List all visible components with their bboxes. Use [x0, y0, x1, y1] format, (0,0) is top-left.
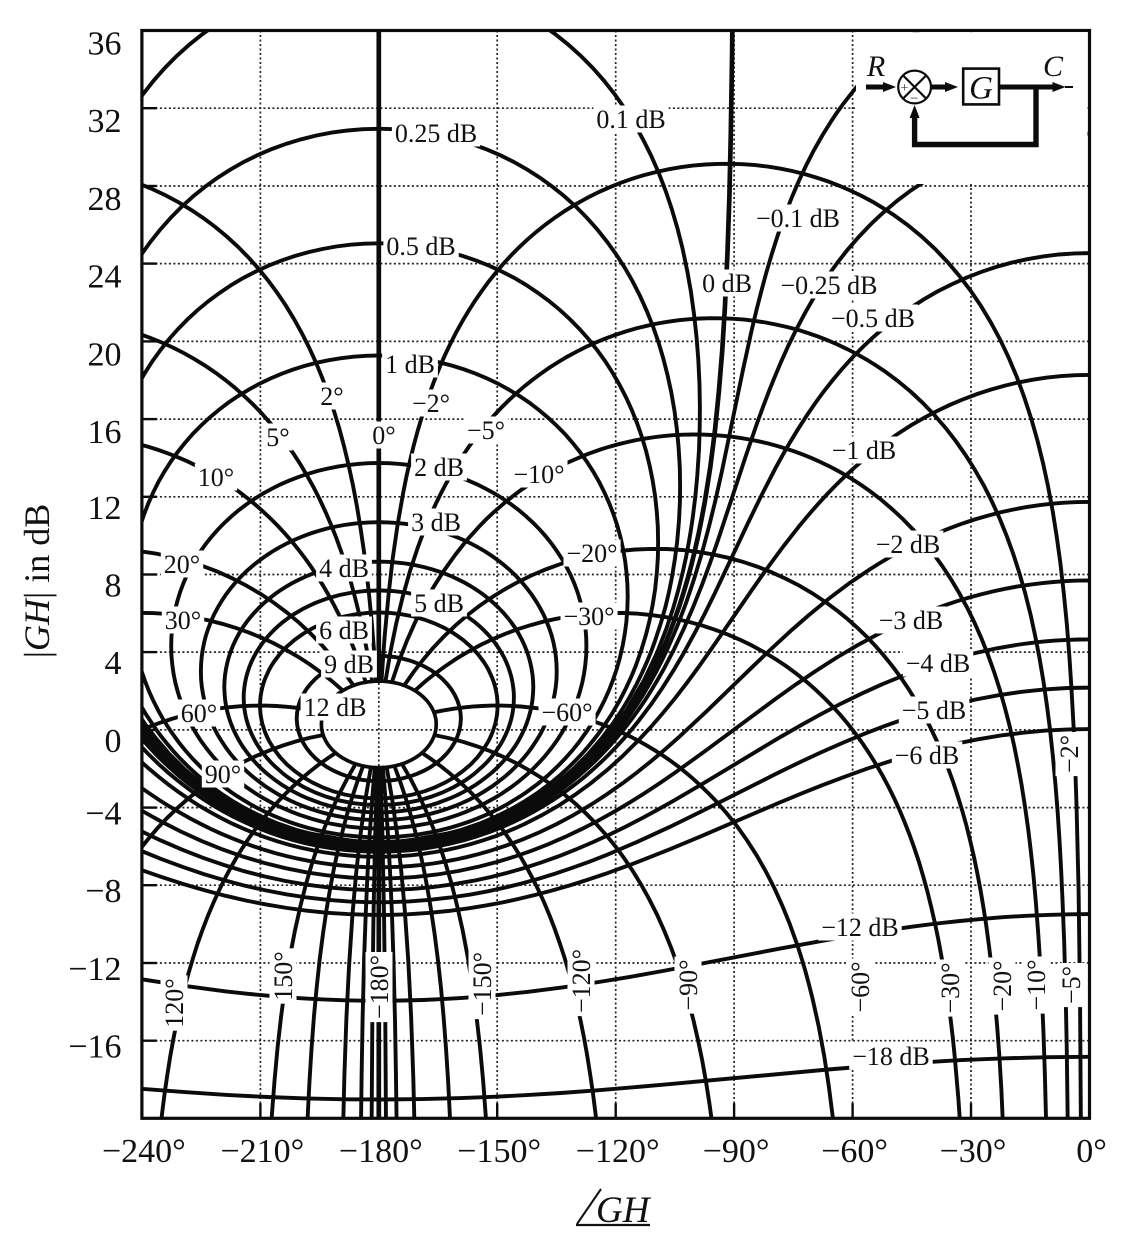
svg-text:−10°: −10°	[1022, 959, 1051, 1010]
svg-text:8: 8	[105, 568, 122, 605]
svg-text:−18 dB: −18 dB	[852, 1042, 930, 1071]
svg-text:−0.1 dB: −0.1 dB	[756, 204, 840, 233]
svg-text:−3 dB: −3 dB	[879, 606, 944, 635]
svg-text:−90°: −90°	[674, 959, 703, 1010]
svg-text:0: 0	[105, 723, 122, 760]
svg-text:0.5 dB: 0.5 dB	[386, 232, 455, 261]
svg-text:30°: 30°	[165, 606, 201, 635]
svg-text:−0.5 dB: −0.5 dB	[831, 304, 915, 333]
svg-text:−5°: −5°	[1057, 966, 1086, 1004]
svg-text:2°: 2°	[320, 382, 343, 411]
svg-text:0.25 dB: 0.25 dB	[395, 119, 477, 148]
svg-text:−150°: −150°	[457, 1133, 541, 1170]
svg-text:−240°: −240°	[102, 1133, 186, 1170]
svg-text:28: 28	[88, 181, 122, 218]
svg-text:−8: −8	[85, 873, 121, 910]
svg-text:12: 12	[88, 490, 122, 527]
svg-text:−30°: −30°	[936, 962, 965, 1013]
svg-text:−: −	[910, 91, 918, 107]
svg-text:12 dB: 12 dB	[304, 693, 367, 722]
svg-text:9 dB: 9 dB	[324, 650, 374, 679]
svg-text:−2°: −2°	[1055, 735, 1084, 773]
svg-text:−20°: −20°	[566, 539, 617, 568]
svg-text:−30°: −30°	[940, 1133, 1007, 1170]
svg-text:−12: −12	[68, 951, 121, 988]
svg-text:1 dB: 1 dB	[385, 350, 435, 379]
svg-text:−90°: −90°	[703, 1133, 770, 1170]
svg-text:−4 dB: −4 dB	[906, 649, 971, 678]
svg-text:60°: 60°	[181, 699, 217, 728]
svg-text:−60°: −60°	[821, 1133, 888, 1170]
svg-text:0.1 dB: 0.1 dB	[596, 105, 665, 134]
svg-text:20°: 20°	[164, 550, 200, 579]
svg-text:−120°: −120°	[567, 949, 596, 1013]
svg-text:−12 dB: −12 dB	[821, 913, 899, 942]
svg-text:−30°: −30°	[563, 602, 614, 631]
svg-text:+: +	[901, 81, 909, 96]
svg-text:2 dB: 2 dB	[414, 453, 464, 482]
svg-text:−5 dB: −5 dB	[902, 696, 967, 725]
svg-text:−150°: −150°	[468, 952, 497, 1016]
svg-text:150°: 150°	[269, 951, 298, 1000]
svg-text:−20°: −20°	[988, 960, 1017, 1011]
svg-text:5°: 5°	[266, 423, 289, 452]
svg-text:−0.25 dB: −0.25 dB	[780, 271, 877, 300]
svg-text:−1 dB: −1 dB	[832, 436, 897, 465]
svg-text:4: 4	[105, 645, 122, 682]
svg-text:−210°: −210°	[221, 1133, 305, 1170]
svg-text:−2 dB: −2 dB	[876, 530, 941, 559]
svg-text:6 dB: 6 dB	[319, 616, 369, 645]
svg-text:C: C	[1043, 50, 1064, 83]
svg-text:−120°: −120°	[576, 1133, 660, 1170]
svg-text:36: 36	[88, 26, 122, 63]
svg-text:−5°: −5°	[467, 416, 505, 445]
svg-text:−180°: −180°	[365, 955, 394, 1019]
svg-text:−10°: −10°	[513, 460, 564, 489]
svg-text:−60°: −60°	[541, 698, 592, 727]
svg-text:32: 32	[88, 103, 122, 140]
svg-text:−2°: −2°	[412, 389, 450, 418]
svg-text:0°: 0°	[372, 421, 395, 450]
svg-text:−60°: −60°	[846, 961, 875, 1012]
svg-text:0°: 0°	[1076, 1133, 1107, 1170]
svg-text:16: 16	[88, 414, 122, 451]
svg-text:4 dB: 4 dB	[319, 554, 369, 583]
svg-text:|GH| in dB: |GH| in dB	[17, 504, 57, 658]
svg-text:G: G	[969, 71, 993, 107]
svg-text:−4: −4	[85, 796, 121, 833]
svg-text:20: 20	[88, 336, 122, 373]
svg-text:−6 dB: −6 dB	[895, 741, 960, 770]
svg-text:3 dB: 3 dB	[411, 508, 461, 537]
svg-text:120°: 120°	[160, 978, 189, 1027]
svg-text:5 dB: 5 dB	[414, 589, 464, 618]
svg-text:10°: 10°	[198, 463, 234, 492]
svg-text:R: R	[866, 50, 885, 83]
svg-text:0 dB: 0 dB	[702, 269, 752, 298]
svg-text:−180°: −180°	[339, 1133, 423, 1170]
svg-text:24: 24	[88, 259, 122, 296]
svg-text:−16: −16	[68, 1029, 121, 1066]
svg-text:90°: 90°	[205, 760, 241, 789]
